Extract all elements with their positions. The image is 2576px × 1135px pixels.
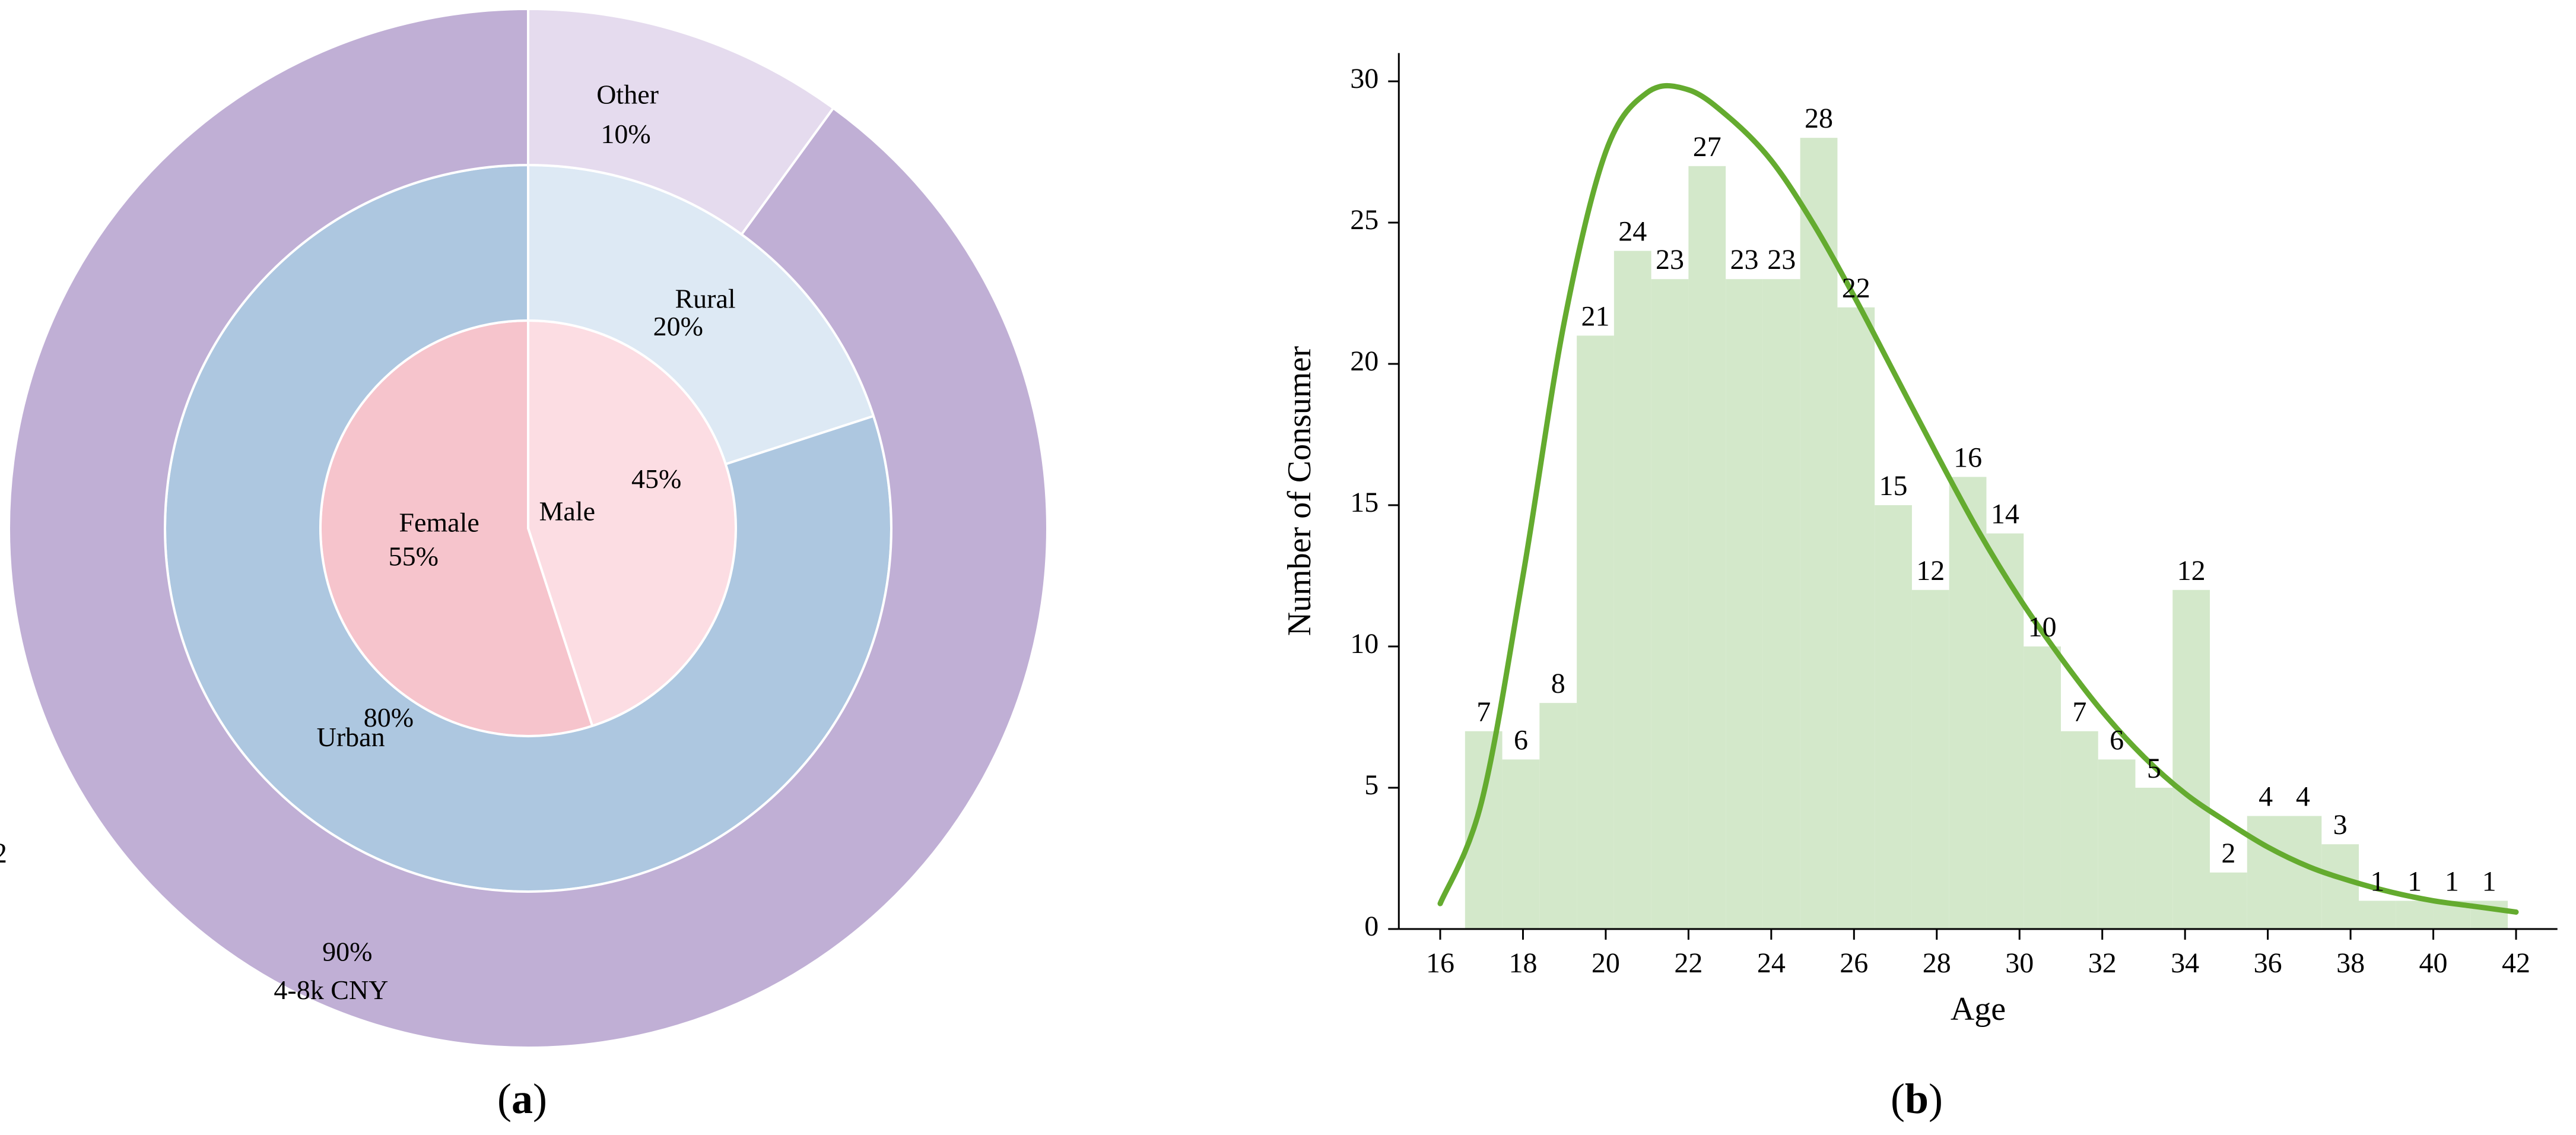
y-tick-label: 20 [1350, 345, 1378, 377]
histogram-bar [2135, 788, 2173, 929]
histogram-bar [2098, 759, 2136, 929]
histogram-bar [1800, 138, 1838, 930]
bar-value-label: 23 [1730, 244, 1759, 275]
x-tick-label: 28 [1923, 947, 1951, 979]
y-tick-label: 30 [1350, 63, 1378, 94]
y-tick-label: 15 [1350, 487, 1378, 518]
histogram-bar [1949, 477, 1987, 929]
percent-other: 10% [601, 119, 650, 149]
label-urban: Urban [317, 722, 385, 752]
histogram-bar [2396, 901, 2434, 929]
x-tick-label: 22 [1674, 947, 1702, 979]
panel-label-b: (b) [1890, 1075, 1943, 1123]
label-female: Female [399, 507, 479, 537]
panel-label-a: (a) [497, 1075, 547, 1123]
x-tick-label: 42 [2502, 947, 2530, 979]
x-tick-label: 32 [2088, 947, 2117, 979]
bar-value-label: 1 [2445, 865, 2459, 897]
label-male: Male [539, 496, 596, 527]
histogram-bar [2024, 646, 2061, 929]
label-rural: Rural [675, 283, 735, 313]
histogram-bar [2172, 589, 2210, 929]
bar-value-label: 22 [1842, 272, 1870, 304]
x-tick-label: 18 [1508, 947, 1537, 979]
bar-value-label: 8 [1551, 668, 1565, 699]
histogram-bar [2284, 816, 2322, 929]
histogram-bar [2060, 731, 2098, 929]
bar-value-label: 12 [2177, 555, 2206, 586]
histogram-bar [1502, 759, 1540, 929]
histogram-bar [1688, 166, 1726, 929]
label-other: Other [596, 80, 659, 110]
percent-4-8k-cny: 90% [322, 937, 372, 967]
histogram-bar [1539, 703, 1577, 929]
bar-value-label: 1 [2370, 865, 2384, 897]
x-tick-label: 40 [2419, 947, 2448, 979]
y-tick-label: 5 [1364, 769, 1378, 801]
bar-value-label: 3 [2333, 809, 2348, 841]
bar-value-label: 7 [1476, 696, 1491, 728]
bar-value-label: 21 [1581, 300, 1609, 332]
histogram-bar [1875, 505, 1912, 929]
histogram-bar [1726, 279, 1763, 930]
percent-male: 45% [631, 464, 681, 494]
histogram-bar [1911, 589, 1949, 929]
x-tick-label: 24 [1757, 947, 1786, 979]
y-tick-label: 0 [1364, 911, 1378, 942]
histogram-bar [2359, 901, 2396, 929]
y-axis-title: Number of Consumer [1281, 346, 1318, 636]
density-curve [1437, 83, 2519, 915]
bar-value-label: 1 [2407, 865, 2422, 897]
y-tick-label: 25 [1350, 204, 1378, 236]
bar-value-label: 28 [1805, 103, 1833, 134]
histogram-bar [1762, 279, 1800, 930]
percent-urban: 80% [364, 702, 414, 733]
x-tick-label: 26 [1840, 947, 1868, 979]
bar-value-label: 5 [2147, 753, 2161, 784]
bar-value-label: 12 [1916, 555, 1945, 586]
x-tick-label: 38 [2336, 947, 2365, 979]
bar-value-label: 14 [1991, 499, 2019, 530]
bar-value-label: 16 [1954, 442, 1982, 473]
histogram-bar [2247, 816, 2285, 929]
x-tick-label: 30 [2005, 947, 2034, 979]
label-4-8k-cny: 4-8k CNY [274, 975, 388, 1005]
bar-value-label: 2 [2221, 838, 2235, 869]
histogram-bar [1577, 335, 1614, 929]
x-tick-label: 16 [1426, 947, 1454, 979]
bar-value-label: 6 [1514, 724, 1528, 756]
y-tick-label: 10 [1350, 628, 1378, 660]
x-tick-label: 36 [2254, 947, 2282, 979]
histogram-bar [2209, 872, 2247, 929]
histogram-bar [1613, 251, 1651, 930]
histogram-bar [2321, 844, 2359, 929]
bar-value-label: 24 [1618, 216, 1647, 248]
ring3-slice-4-8k-cny [8, 7, 1049, 1049]
x-tick-label: 20 [1592, 947, 1620, 979]
histogram-bar [1837, 307, 1875, 929]
percent-female: 55% [389, 541, 439, 571]
bar-value-label: 1 [2482, 865, 2496, 897]
percent-rural: 20% [653, 311, 703, 341]
bar-value-label: 7 [2072, 696, 2086, 728]
bar-value-label: 23 [1767, 244, 1796, 275]
x-tick-label: 34 [2171, 947, 2199, 979]
bar-value-label: 10 [2028, 611, 2057, 643]
bar-value-label: 23 [1656, 244, 1684, 275]
bar-value-label: 4 [2259, 781, 2273, 813]
bar-value-label: 27 [1693, 131, 1721, 163]
bar-value-label: 2 [0, 838, 7, 869]
bar-value-label: 6 [2110, 724, 2124, 756]
bar-value-label: 15 [1879, 470, 1908, 502]
histogram-bar [1651, 279, 1689, 930]
x-axis-title: Age [1951, 991, 2006, 1028]
bar-value-label: 4 [2296, 781, 2310, 813]
